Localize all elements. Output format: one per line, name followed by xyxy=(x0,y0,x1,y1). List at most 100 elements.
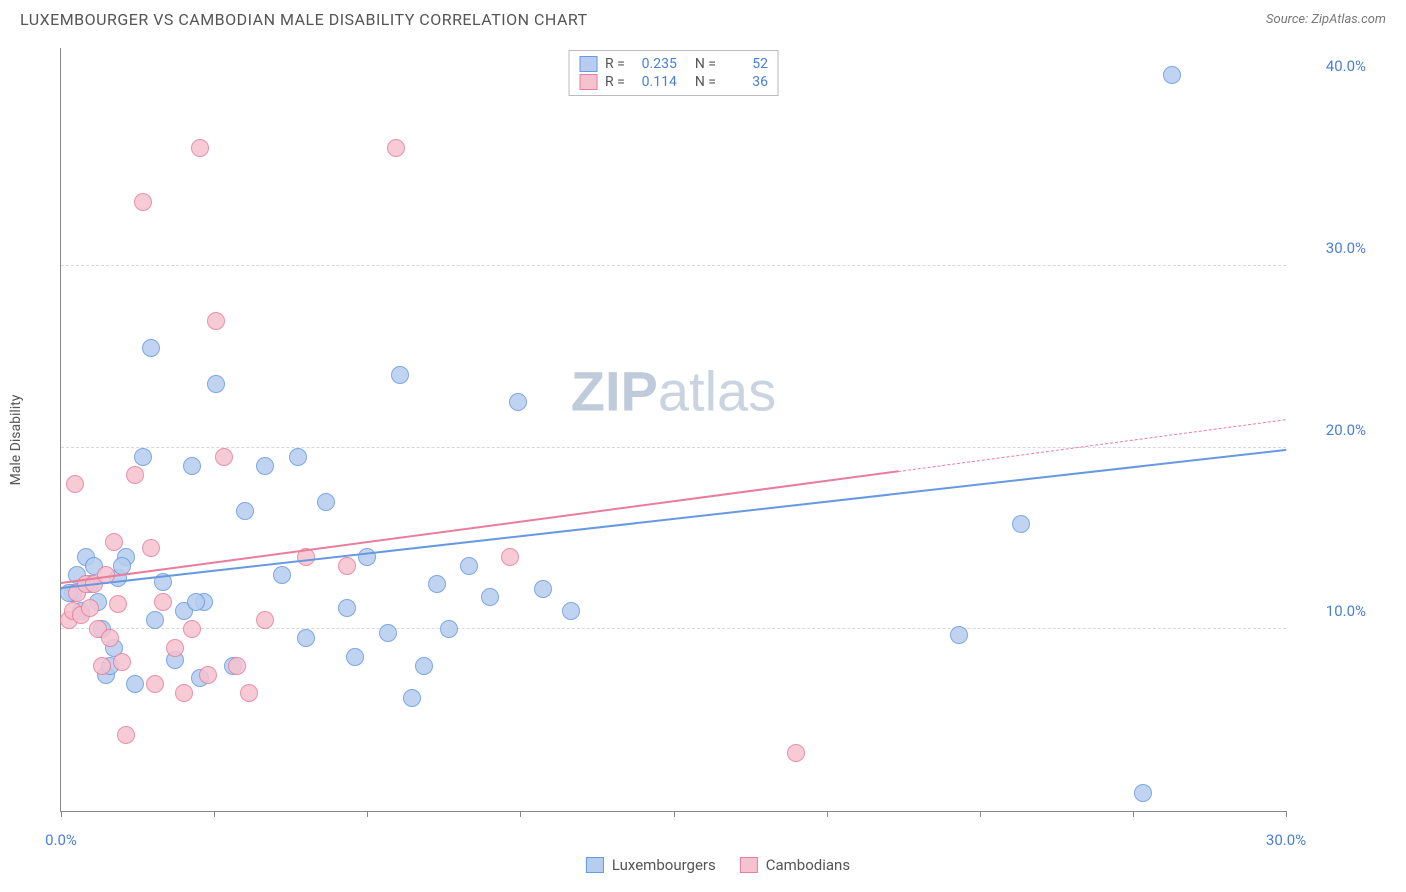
n-value: 52 xyxy=(724,56,768,72)
data-point xyxy=(501,548,519,566)
data-point xyxy=(387,139,405,157)
n-label: N = xyxy=(695,56,716,72)
data-point xyxy=(403,689,421,707)
data-point xyxy=(317,493,335,511)
data-point xyxy=(146,611,164,629)
data-point xyxy=(509,393,527,411)
x-tick xyxy=(1133,811,1134,817)
trend-line xyxy=(61,470,898,584)
data-point xyxy=(379,624,397,642)
x-tick-label: 0.0% xyxy=(45,831,77,849)
legend-series-label: Cambodians xyxy=(766,856,850,874)
data-point xyxy=(146,675,164,693)
data-point xyxy=(228,657,246,675)
data-point xyxy=(109,595,127,613)
data-point xyxy=(183,620,201,638)
r-label: R = xyxy=(605,74,625,90)
watermark: ZIPatlas xyxy=(571,359,776,424)
data-point xyxy=(562,602,580,620)
data-point xyxy=(787,744,805,762)
data-point xyxy=(142,539,160,557)
data-point xyxy=(187,593,205,611)
legend-correlation: R = 0.235 N = 52 R = 0.114 N = 36 xyxy=(568,50,779,96)
data-point xyxy=(240,684,258,702)
legend-swatch xyxy=(579,56,597,72)
gridline xyxy=(61,628,1286,629)
data-point xyxy=(81,599,99,617)
data-point xyxy=(105,533,123,551)
data-point xyxy=(126,675,144,693)
data-point xyxy=(66,475,84,493)
n-value: 36 xyxy=(724,74,768,90)
chart-area: Male Disability ZIPatlas R =0.235N =52R … xyxy=(60,48,1376,832)
data-point xyxy=(154,593,172,611)
r-label: R = xyxy=(605,56,625,72)
data-point xyxy=(93,657,111,675)
source-label: Source: ZipAtlas.com xyxy=(1266,12,1386,27)
data-point xyxy=(440,620,458,638)
y-tick-label: 20.0% xyxy=(1296,421,1366,439)
legend-series-item: Luxembourgers xyxy=(586,856,716,874)
data-point xyxy=(534,580,552,598)
data-point xyxy=(289,448,307,466)
y-tick-label: 40.0% xyxy=(1296,57,1366,75)
r-value: 0.235 xyxy=(633,56,677,72)
data-point xyxy=(134,193,152,211)
chart-title: LUXEMBOURGER VS CAMBODIAN MALE DISABILIT… xyxy=(20,10,588,29)
data-point xyxy=(199,666,217,684)
data-point xyxy=(1163,66,1181,84)
x-tick xyxy=(674,811,675,817)
legend-swatch xyxy=(740,857,758,873)
data-point xyxy=(346,648,364,666)
data-point xyxy=(134,448,152,466)
data-point xyxy=(175,684,193,702)
data-point xyxy=(207,375,225,393)
legend-series-label: Luxembourgers xyxy=(612,856,716,874)
x-tick xyxy=(61,811,62,817)
gridline xyxy=(61,447,1286,448)
data-point xyxy=(215,448,233,466)
x-tick xyxy=(367,811,368,817)
legend-correlation-row: R = 0.114 N = 36 xyxy=(579,73,768,91)
plot-region: ZIPatlas R =0.235N =52R =0.114N =36 10.0… xyxy=(60,48,1286,812)
data-point xyxy=(1134,784,1152,802)
data-point xyxy=(236,502,254,520)
x-tick xyxy=(1286,811,1287,817)
data-point xyxy=(166,639,184,657)
data-point xyxy=(256,457,274,475)
legend-swatch xyxy=(586,857,604,873)
y-tick-label: 10.0% xyxy=(1296,602,1366,620)
legend-swatch xyxy=(579,74,597,90)
data-point xyxy=(297,629,315,647)
y-tick-label: 30.0% xyxy=(1296,239,1366,257)
data-point xyxy=(428,575,446,593)
data-point xyxy=(338,557,356,575)
data-point xyxy=(338,599,356,617)
r-value: 0.114 xyxy=(633,74,677,90)
x-tick xyxy=(827,811,828,817)
data-point xyxy=(391,366,409,384)
data-point xyxy=(126,466,144,484)
x-tick-label: 30.0% xyxy=(1266,831,1306,849)
data-point xyxy=(117,726,135,744)
x-tick xyxy=(214,811,215,817)
legend-series: Luxembourgers Cambodians xyxy=(586,856,850,874)
data-point xyxy=(273,566,291,584)
data-point xyxy=(358,548,376,566)
data-point xyxy=(207,312,225,330)
data-point xyxy=(101,629,119,647)
legend-series-item: Cambodians xyxy=(740,856,850,874)
gridline xyxy=(61,265,1286,266)
data-point xyxy=(142,339,160,357)
data-point xyxy=(1012,515,1030,533)
x-tick xyxy=(980,811,981,817)
n-label: N = xyxy=(695,74,716,90)
x-tick xyxy=(520,811,521,817)
data-point xyxy=(460,557,478,575)
data-point xyxy=(950,626,968,644)
data-point xyxy=(256,611,274,629)
y-axis-label: Male Disability xyxy=(8,395,24,486)
data-point xyxy=(481,588,499,606)
data-point xyxy=(191,139,209,157)
data-point xyxy=(113,653,131,671)
